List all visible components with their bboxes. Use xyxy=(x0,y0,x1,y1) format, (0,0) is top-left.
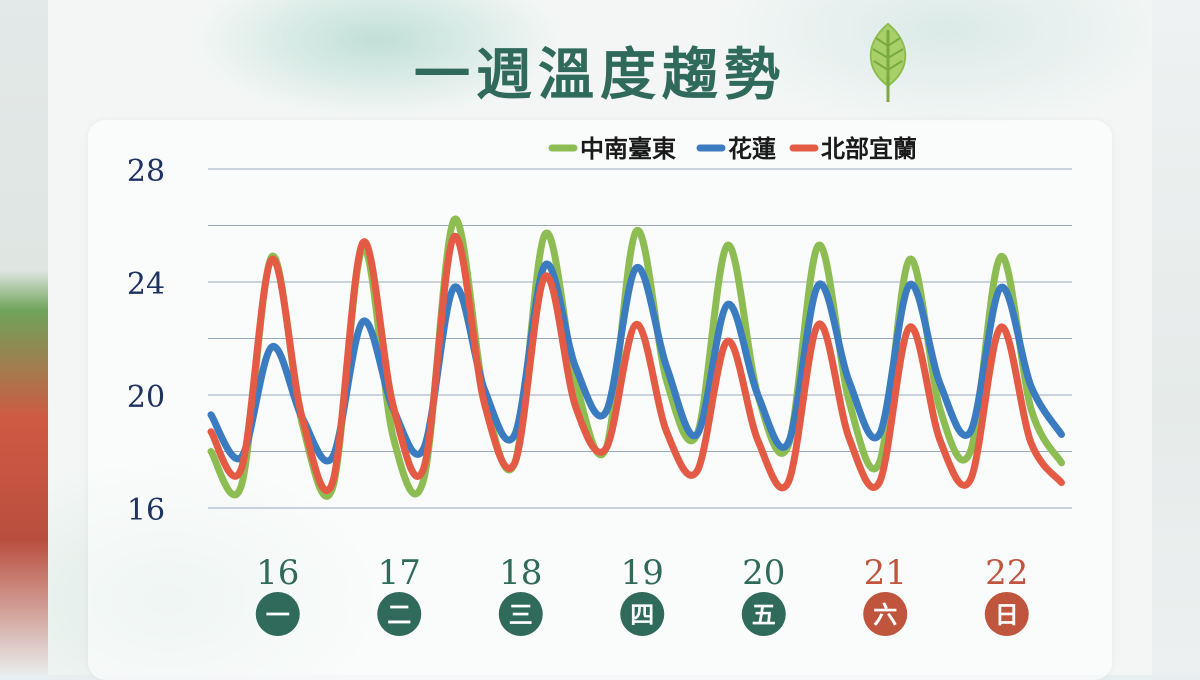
legend-label: 中南臺東 xyxy=(580,135,676,163)
weekday-label: 六 xyxy=(873,601,897,629)
left-backdrop-strip xyxy=(0,0,48,675)
weekday-badge xyxy=(255,592,300,636)
weekday-label: 一 xyxy=(266,601,290,629)
weekday-badge xyxy=(620,592,665,636)
date-label: 20 xyxy=(742,553,785,593)
chart-title: 一週溫度趨勢 xyxy=(414,42,786,108)
weekday-badge xyxy=(498,592,543,636)
weekday-label: 日 xyxy=(995,601,1019,629)
y-tick-label: 16 xyxy=(127,493,165,528)
weekday-badge xyxy=(741,592,786,636)
series-line xyxy=(207,260,1065,465)
y-tick-label: 28 xyxy=(127,154,165,189)
date-label: 18 xyxy=(499,553,542,593)
date-label: 19 xyxy=(621,553,664,593)
series-line xyxy=(207,233,1065,495)
date-label: 17 xyxy=(378,553,421,593)
weekday-label: 四 xyxy=(630,601,654,629)
legend-label: 花蓮 xyxy=(728,135,776,163)
date-label: 22 xyxy=(985,553,1028,593)
weekday-label: 二 xyxy=(387,601,411,629)
leaf-icon xyxy=(869,22,907,102)
legend-label: 北部宜蘭 xyxy=(821,135,917,163)
y-tick-label: 20 xyxy=(127,380,165,415)
date-label: 21 xyxy=(864,553,907,593)
weekday-label: 五 xyxy=(752,601,776,629)
right-backdrop-strip xyxy=(1152,0,1200,675)
y-tick-label: 24 xyxy=(127,267,165,302)
date-label: 16 xyxy=(256,553,299,593)
weekday-badge xyxy=(377,592,422,636)
weekday-label: 三 xyxy=(509,601,533,629)
weekday-badge xyxy=(863,592,908,636)
weekday-badge xyxy=(984,592,1029,636)
